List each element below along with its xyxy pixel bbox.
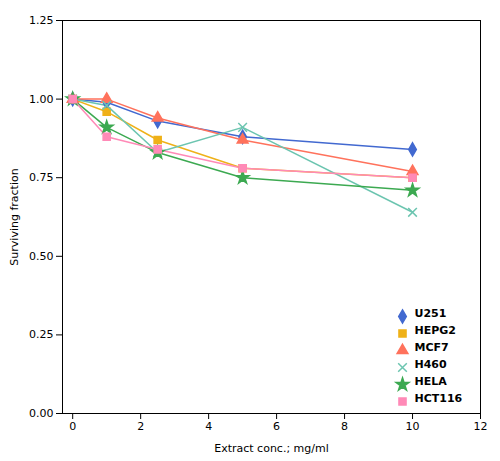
- svg-text:0.00: 0.00: [29, 407, 54, 420]
- svg-text:1.00: 1.00: [29, 93, 54, 106]
- svg-text:H460: H460: [415, 358, 448, 371]
- svg-text:6: 6: [273, 420, 280, 433]
- svg-text:10: 10: [406, 420, 420, 433]
- svg-text:HCT116: HCT116: [415, 392, 463, 405]
- svg-text:12: 12: [474, 420, 488, 433]
- svg-text:Surviving fraction: Surviving fraction: [8, 168, 21, 265]
- svg-text:4: 4: [205, 420, 212, 433]
- svg-text:0.75: 0.75: [29, 171, 54, 184]
- svg-text:0.25: 0.25: [29, 328, 54, 341]
- svg-text:HELA: HELA: [415, 375, 448, 388]
- svg-text:0.50: 0.50: [29, 250, 54, 263]
- svg-text:MCF7: MCF7: [415, 341, 449, 354]
- svg-text:2: 2: [137, 420, 144, 433]
- svg-text:8: 8: [341, 420, 348, 433]
- svg-text:U251: U251: [415, 307, 447, 320]
- svg-text:1.25: 1.25: [29, 14, 54, 27]
- svg-text:HEPG2: HEPG2: [415, 324, 456, 337]
- svg-text:0: 0: [69, 420, 76, 433]
- svg-text:Extract conc.; mg/ml: Extract conc.; mg/ml: [214, 442, 329, 455]
